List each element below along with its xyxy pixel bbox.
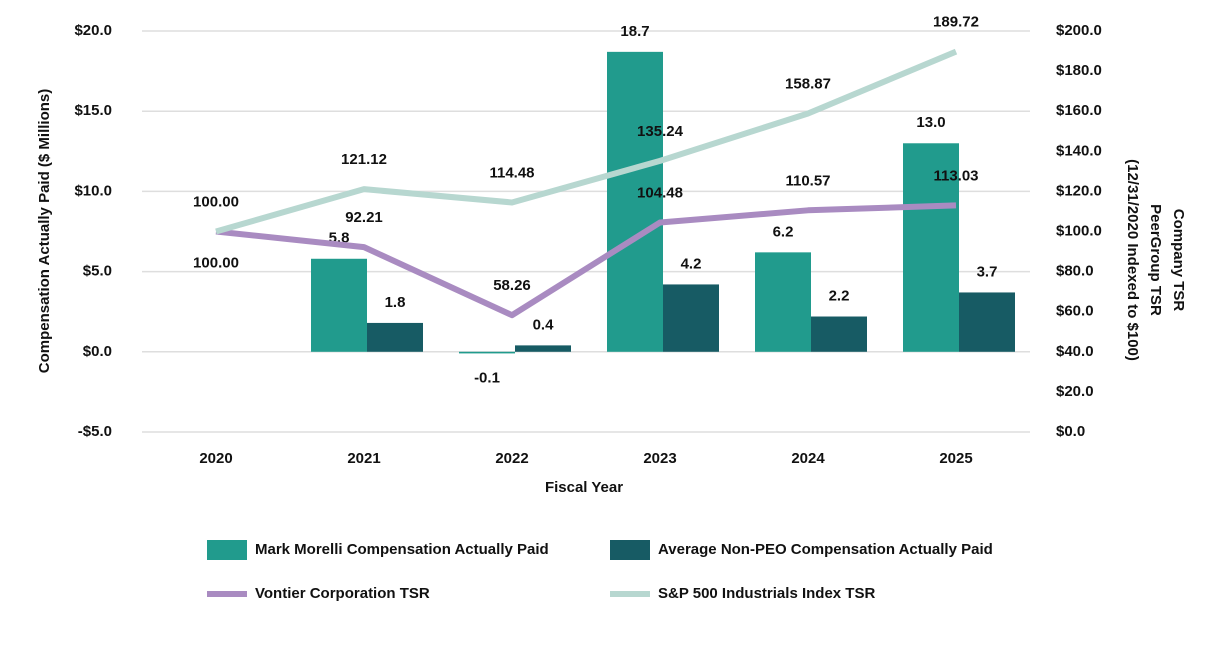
y-tick-label: $20.0 <box>74 22 112 39</box>
legend-label: Mark Morelli Compensation Actually Paid <box>255 541 549 558</box>
legend-label: S&P 500 Industrials Index TSR <box>658 585 875 602</box>
legend-label: Average Non-PEO Compensation Actually Pa… <box>658 541 993 558</box>
y2-tick-label: $40.0 <box>1056 343 1094 360</box>
y2-tick-label: $100.0 <box>1056 222 1102 239</box>
y2-tick-label: $0.0 <box>1056 423 1085 440</box>
y2-tick-label: $180.0 <box>1056 62 1102 79</box>
line <box>215 48 958 235</box>
bar <box>903 143 959 352</box>
legend-swatch <box>207 540 247 560</box>
data-label: 1.8 <box>385 294 406 311</box>
data-label: 6.2 <box>773 223 794 240</box>
data-label: 13.0 <box>916 114 945 131</box>
data-label: 104.48 <box>637 184 683 201</box>
y2-axis-title: PeerGroup TSR <box>1147 204 1164 316</box>
legend-label: Vontier Corporation TSR <box>255 585 430 602</box>
y2-tick-label: $60.0 <box>1056 303 1094 320</box>
x-tick-label: 2023 <box>643 450 676 467</box>
bar <box>459 351 515 354</box>
y2-tick-label: $140.0 <box>1056 142 1102 159</box>
y2-tick-label: $20.0 <box>1056 383 1094 400</box>
data-label: 158.87 <box>785 75 831 92</box>
bar <box>755 252 811 352</box>
bar <box>607 51 663 352</box>
line <box>215 202 957 319</box>
data-label: 4.2 <box>681 255 702 272</box>
data-label: 113.03 <box>933 167 978 184</box>
y-tick-label: -$5.0 <box>78 423 112 440</box>
bar <box>959 292 1015 352</box>
data-label: -0.1 <box>474 369 500 386</box>
bar <box>515 345 571 352</box>
data-label: 121.12 <box>341 151 387 168</box>
data-label: 3.7 <box>977 263 998 280</box>
x-tick-label: 2025 <box>939 450 972 467</box>
data-label: 114.48 <box>489 164 534 181</box>
y2-tick-label: $80.0 <box>1056 263 1094 280</box>
y2-axis-title: Company TSR <box>1170 209 1187 312</box>
data-label: 100.00 <box>193 254 239 271</box>
bar <box>811 316 867 352</box>
x-axis-title: Fiscal Year <box>545 479 623 496</box>
bar <box>311 258 367 352</box>
y2-axis-title: (12/31/2020 Indexed to $100) <box>1124 159 1141 361</box>
data-label: 18.7 <box>620 23 649 40</box>
y-tick-label: $10.0 <box>74 182 112 199</box>
data-label: 189.72 <box>933 14 979 31</box>
y2-tick-label: $200.0 <box>1056 22 1102 39</box>
x-tick-label: 2022 <box>495 450 528 467</box>
x-tick-label: 2024 <box>791 450 825 467</box>
y2-tick-label: $120.0 <box>1056 182 1102 199</box>
y2-tick-label: $160.0 <box>1056 102 1102 119</box>
data-label: 100.00 <box>193 193 239 210</box>
y-tick-label: $0.0 <box>83 343 112 360</box>
x-tick-label: 2020 <box>199 450 232 467</box>
y-tick-label: $5.0 <box>83 263 112 280</box>
data-label: 0.4 <box>533 316 555 333</box>
y-tick-label: $15.0 <box>74 102 112 119</box>
bar <box>367 322 423 352</box>
data-label: 92.21 <box>345 209 383 226</box>
x-tick-label: 2021 <box>347 450 380 467</box>
data-label: 2.2 <box>829 287 850 304</box>
legend-swatch <box>610 540 650 560</box>
data-label: 135.24 <box>637 123 684 140</box>
y-axis-title: Compensation Actually Paid ($ Millions) <box>36 89 53 373</box>
data-label: 58.26 <box>493 277 531 294</box>
data-label: 110.57 <box>785 172 830 189</box>
bar <box>663 284 719 352</box>
